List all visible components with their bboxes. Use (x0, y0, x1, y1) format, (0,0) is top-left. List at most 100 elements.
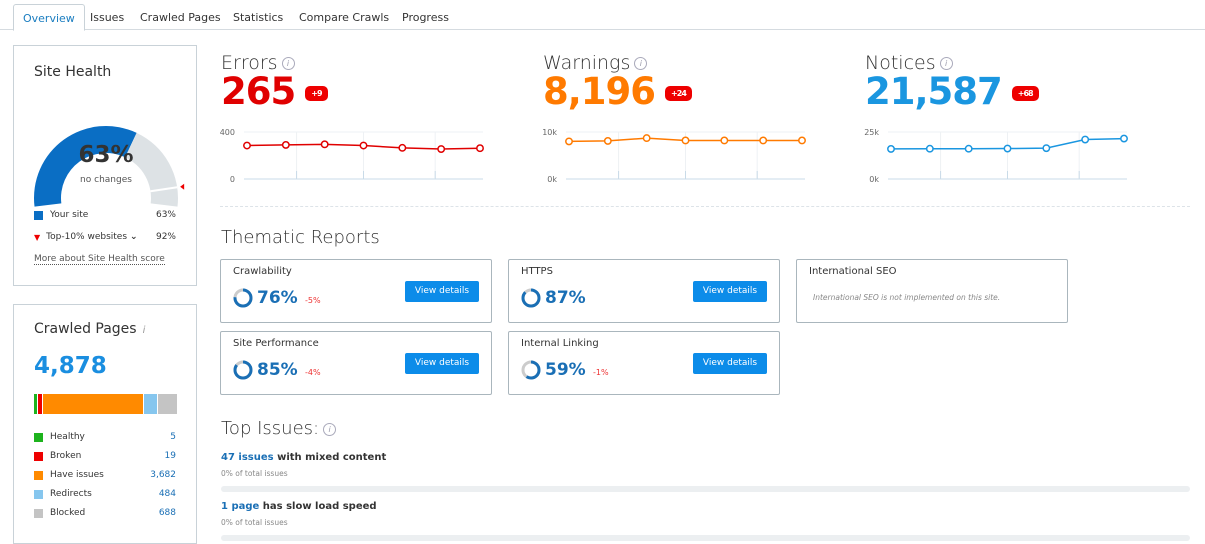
legend-label: Have issues (50, 470, 104, 480)
card-percent: 59% (545, 360, 586, 380)
legend-value[interactable]: 688 (158, 508, 176, 518)
data-point[interactable] (798, 136, 806, 145)
issue-subtext: 0% of total issues (221, 469, 288, 478)
card-note: International SEO is not implemented on … (813, 293, 1001, 302)
y-tick-label: 10k (542, 128, 557, 137)
data-point[interactable] (359, 141, 368, 150)
data-point[interactable] (964, 144, 973, 153)
tab-progress[interactable]: Progress (402, 11, 449, 24)
legend-swatch (34, 432, 43, 442)
data-point[interactable] (243, 141, 251, 150)
info-icon: i (142, 325, 146, 336)
delta-badge: +68 (1011, 86, 1039, 101)
data-point[interactable] (681, 136, 690, 145)
bar-segment-redirects[interactable] (144, 394, 158, 414)
info-icon[interactable]: i (634, 57, 648, 70)
y-tick-label: 0k (869, 175, 879, 184)
site-health-status: no changes (80, 175, 132, 185)
data-point[interactable] (1081, 135, 1090, 144)
site-health-percent: 63% (78, 142, 134, 168)
site-health-panel: Site Health 63% no changes Your site 63% … (13, 45, 197, 286)
data-point[interactable] (1120, 134, 1128, 143)
benchmark-marker-icon (180, 183, 185, 190)
progress-ring-icon (233, 288, 253, 308)
crawled-pages-panel: Crawled Pages i 4,878 Healthy 5 Broken 19 Hav… (13, 304, 197, 544)
legend-top-10[interactable]: ▼ Top-10% websites ⌄ 92% (34, 232, 176, 242)
benchmark-line (150, 186, 178, 193)
data-point[interactable] (1042, 144, 1051, 153)
top-issues-title: Top Issues: i (221, 418, 337, 439)
tab-bar: Overview Issues Crawled Pages Statistics… (0, 0, 1205, 31)
data-point[interactable] (720, 136, 729, 145)
view-details-button[interactable]: View details (693, 353, 767, 374)
metric-value[interactable]: 265 +9 (221, 70, 328, 113)
tab-crawled-pages[interactable]: Crawled Pages (140, 11, 221, 24)
your-site-arc (34, 126, 137, 207)
tab-statistics[interactable]: Statistics (233, 11, 284, 24)
y-tick-label: 25k (864, 128, 879, 137)
issue-link[interactable]: 1 page (221, 501, 260, 512)
data-point[interactable] (1003, 144, 1012, 153)
site-health-link[interactable]: More about Site Health score (34, 254, 165, 265)
tab-overview[interactable]: Overview (13, 4, 85, 31)
data-point[interactable] (887, 144, 895, 153)
data-point[interactable] (437, 145, 446, 153)
issue-link[interactable]: 47 issues (221, 452, 274, 463)
legend-value[interactable]: 5 (170, 432, 176, 442)
issue-progress-bar (221, 486, 1190, 492)
view-details-button[interactable]: View details (405, 353, 479, 374)
legend-redirects: Redirects 484 (34, 489, 176, 499)
divider (220, 206, 1190, 207)
bar-segment-have-issues[interactable] (42, 394, 144, 414)
metric-value[interactable]: 21,587 +68 (865, 70, 1039, 113)
data-point[interactable] (759, 136, 768, 145)
data-point[interactable] (320, 140, 329, 149)
view-details-button[interactable]: View details (693, 281, 767, 302)
info-icon[interactable]: i (323, 422, 337, 436)
legend-value[interactable]: 484 (158, 489, 176, 499)
data-point[interactable] (281, 140, 290, 149)
trend-chart-errors: 400 0 (220, 128, 484, 184)
legend-label: Blocked (50, 508, 86, 518)
your-site-swatch (34, 210, 43, 220)
data-point[interactable] (476, 144, 484, 153)
delta-badge: +24 (665, 86, 692, 101)
top-10-value: 92% (155, 232, 176, 242)
data-point[interactable] (565, 137, 573, 146)
chevron-down-icon[interactable]: ⌄ (130, 232, 138, 242)
bar-segment-blocked[interactable] (158, 394, 177, 414)
metric-warnings: Warnings i 8,196 +24 (543, 52, 692, 113)
data-point[interactable] (925, 144, 934, 153)
data-point[interactable] (642, 134, 651, 143)
metric-errors: Errors i 265 +9 (221, 52, 328, 113)
info-icon[interactable]: i (281, 57, 295, 70)
legend-swatch (34, 470, 43, 480)
metric-value[interactable]: 8,196 +24 (543, 70, 692, 113)
thematic-title: Thematic Reports (221, 227, 380, 248)
issue-progress-bar (221, 535, 1190, 541)
card-title: Site Performance (233, 338, 319, 349)
legend-value[interactable]: 3,682 (150, 470, 176, 480)
info-icon[interactable]: i (939, 57, 953, 70)
card-change: -1% (593, 368, 609, 377)
data-point[interactable] (603, 136, 612, 145)
site-health-title: Site Health (34, 64, 112, 80)
delta-badge: +9 (305, 86, 328, 101)
report-card-site-performance: Site Performance 85% -4% View details (220, 331, 492, 395)
legend-swatch (34, 508, 43, 518)
top-issue: 1 page has slow load speed (221, 501, 377, 512)
bar-segment-healthy[interactable] (34, 394, 38, 414)
crawled-pages-title: Crawled Pages i (34, 321, 146, 337)
legend-swatch (34, 451, 43, 461)
metric-label: Errors i (221, 52, 328, 74)
data-point[interactable] (398, 143, 407, 152)
view-details-button[interactable]: View details (405, 281, 479, 302)
report-card-internal-linking: Internal Linking 59% -1% View details (508, 331, 780, 395)
tab-compare-crawls[interactable]: Compare Crawls (299, 11, 390, 24)
issue-text: with mixed content (273, 452, 387, 463)
legend-your-site: Your site 63% (34, 210, 176, 220)
bar-segment-broken[interactable] (38, 394, 42, 414)
report-card-international-seo: International SEO International SEO is no… (796, 259, 1068, 323)
legend-value[interactable]: 19 (164, 451, 176, 461)
tab-issues[interactable]: Issues (90, 11, 125, 24)
